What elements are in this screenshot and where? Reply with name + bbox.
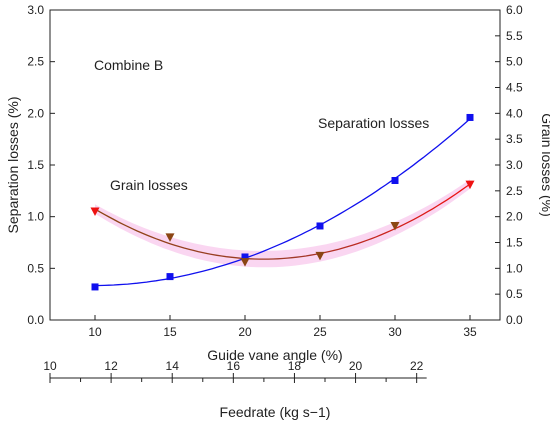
x-tick-label: 35: [463, 325, 477, 339]
grain-point: [465, 180, 475, 190]
x2-tick-label: 20: [349, 359, 363, 373]
x-axis-secondary: 10 12 14 16 18 20 22: [43, 359, 427, 383]
grain-confidence-band: [95, 179, 470, 268]
grain-point: [390, 221, 400, 231]
y2-tick-label: 4.5: [506, 81, 523, 95]
y2-tick-label: 1.0: [506, 261, 523, 275]
x2-tick-label: 16: [227, 359, 241, 373]
y-tick-label: 1.5: [27, 158, 44, 172]
y-axis-right-ticks: 0.0 0.5 1.0 1.5 2.0 2.5 3.0 3.5 4.0 4.5 5.0 5.5 6.0: [495, 3, 523, 327]
x-tick-label: 15: [163, 325, 177, 339]
x2-axis-title: Feedrate (kg s−1): [220, 404, 331, 420]
separation-point: [241, 253, 249, 261]
y2-tick-label: 5.0: [506, 55, 523, 69]
x2-tick-label: 18: [288, 359, 302, 373]
annotation-combine: Combine B: [94, 57, 163, 73]
separation-point: [466, 113, 474, 121]
y-tick-label: 2.0: [27, 106, 44, 120]
x-axis-ticks: 10 15 20 25 30 35: [88, 315, 477, 339]
grain-point: [315, 251, 325, 261]
separation-point: [316, 222, 324, 230]
y-tick-label: 3.0: [27, 3, 44, 17]
y2-tick-label: 3.0: [506, 158, 523, 172]
series-label-grain: Grain losses: [110, 177, 188, 193]
y2-tick-label: 2.5: [506, 184, 523, 198]
grain-band-area: [95, 179, 470, 268]
y-axis-left-ticks: 0.0 0.5 1.0 1.5 2.0 2.5 3.0: [27, 3, 55, 327]
x-tick-label: 20: [238, 325, 252, 339]
y2-tick-label: 0.0: [506, 313, 523, 327]
y2-tick-label: 0.5: [506, 287, 523, 301]
separation-fit-line: [94, 118, 471, 287]
y2-tick-label: 6.0: [506, 3, 523, 17]
y2-tick-label: 4.0: [506, 106, 523, 120]
x-tick-label: 30: [388, 325, 402, 339]
fit-lines: [94, 118, 471, 287]
x2-tick-label: 12: [104, 359, 118, 373]
series-label-separation: Separation losses: [318, 115, 429, 131]
x-tick-label: 25: [313, 325, 327, 339]
x2-tick-label: 10: [43, 359, 57, 373]
y2-tick-label: 5.5: [506, 29, 523, 43]
y2-tick-label: 1.5: [506, 236, 523, 250]
y2-tick-label: 3.5: [506, 132, 523, 146]
grain-fit-line: [94, 183, 471, 260]
x2-tick-label: 14: [166, 359, 180, 373]
grain-point: [240, 258, 250, 267]
y-tick-label: 2.5: [27, 55, 44, 69]
y-tick-label: 0.5: [27, 261, 44, 275]
x2-tick-label: 22: [410, 359, 424, 373]
separation-point: [391, 177, 399, 184]
y-axis-right-title: Grain losses (%): [539, 113, 550, 216]
y-tick-label: 0.0: [27, 313, 44, 327]
x-axis-title: Guide vane angle (%): [207, 347, 342, 363]
y2-tick-label: 2.0: [506, 210, 523, 224]
separation-point: [166, 273, 174, 281]
separation-point: [91, 283, 99, 291]
grain-point: [165, 233, 175, 242]
x-tick-label: 10: [88, 325, 102, 339]
y-axis-left-title: Separation losses (%): [5, 97, 21, 234]
y-tick-label: 1.0: [27, 210, 44, 224]
data-markers: [90, 113, 475, 291]
grain-point: [90, 207, 100, 216]
